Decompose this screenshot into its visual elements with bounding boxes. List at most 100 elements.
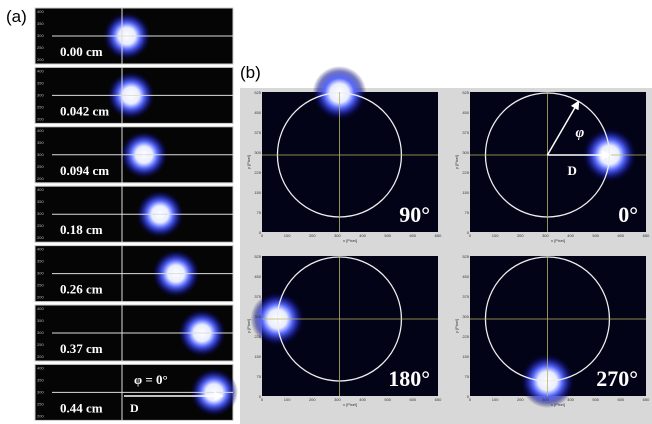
x-tick-label: 200 bbox=[517, 233, 524, 238]
x-tick-label: 100 bbox=[492, 397, 499, 402]
frame-y-tick: 400 bbox=[37, 9, 44, 14]
frame-label: 0.44 cm bbox=[60, 400, 103, 415]
y-tick-label: 300 bbox=[254, 150, 261, 155]
y-tick-label: 525 bbox=[254, 254, 261, 259]
frame-y-tick: 200 bbox=[37, 116, 44, 121]
frame-y-tick: 400 bbox=[37, 306, 44, 311]
frame-y-tick: 250 bbox=[37, 223, 44, 228]
x-tick-label: 400 bbox=[359, 233, 366, 238]
x-tick-label: 600 bbox=[410, 233, 417, 238]
angle-label: 270° bbox=[596, 366, 638, 391]
y-tick-label: 225 bbox=[462, 170, 469, 175]
frame-y-tick: 300 bbox=[37, 92, 44, 97]
angle-label: 180° bbox=[388, 366, 430, 391]
frame-y-tick: 400 bbox=[37, 68, 44, 73]
y-tick-label: 75 bbox=[465, 210, 470, 215]
y-tick-label: 75 bbox=[257, 210, 262, 215]
frame-y-tick: 200 bbox=[37, 176, 44, 181]
frame-y-tick: 350 bbox=[37, 21, 44, 26]
frame-y-tick: 350 bbox=[37, 259, 44, 264]
y-tick-label: 150 bbox=[254, 190, 261, 195]
y-axis-label: y [Pixel] bbox=[454, 155, 459, 169]
frame-y-tick: 200 bbox=[37, 57, 44, 62]
x-tick-label: 200 bbox=[309, 397, 316, 402]
y-tick-label: 300 bbox=[462, 150, 469, 155]
frame-y-tick: 200 bbox=[37, 413, 44, 418]
frame-y-tick: 300 bbox=[37, 152, 44, 157]
x-tick-label: 600 bbox=[410, 397, 417, 402]
frame-y-tick: 200 bbox=[37, 235, 44, 240]
frame-label: 0.37 cm bbox=[60, 341, 103, 356]
frame-y-tick: 350 bbox=[37, 377, 44, 382]
frame-y-tick: 400 bbox=[37, 187, 44, 192]
frame-y-tick: 250 bbox=[37, 283, 44, 288]
frame-y-tick: 250 bbox=[37, 45, 44, 50]
y-tick-label: 225 bbox=[254, 334, 261, 339]
angle-label: 90° bbox=[399, 202, 430, 227]
frame-y-tick: 350 bbox=[37, 318, 44, 323]
x-tick-label: 200 bbox=[517, 397, 524, 402]
frame-y-tick: 300 bbox=[37, 389, 44, 394]
x-axis-label: x [Pixel] bbox=[343, 402, 357, 407]
frame-y-tick: 250 bbox=[37, 342, 44, 347]
y-tick-label: 75 bbox=[257, 374, 262, 379]
d-annotation: D bbox=[567, 163, 576, 178]
y-tick-label: 300 bbox=[462, 314, 469, 319]
frame-label: 0.26 cm bbox=[60, 282, 103, 297]
panel-a-label: (a) bbox=[6, 7, 27, 26]
x-tick-label: 650 bbox=[643, 397, 650, 402]
frame-label: 0.00 cm bbox=[60, 44, 103, 59]
x-tick-label: 600 bbox=[618, 233, 625, 238]
y-tick-label: 450 bbox=[462, 274, 469, 279]
y-tick-label: 525 bbox=[462, 90, 469, 95]
y-tick-label: 150 bbox=[254, 354, 261, 359]
y-tick-label: 375 bbox=[462, 130, 469, 135]
figure: (a) (b) 400 350 300 250 200 0.00 cm 400 350 300 2… bbox=[0, 0, 652, 424]
y-tick-label: 525 bbox=[462, 254, 469, 259]
phi-annotation: φ = 0° bbox=[134, 372, 168, 387]
x-tick-label: 400 bbox=[359, 397, 366, 402]
frame-y-tick: 300 bbox=[37, 330, 44, 335]
x-tick-label: 500 bbox=[384, 397, 391, 402]
x-tick-label: 400 bbox=[567, 233, 574, 238]
y-tick-label: 375 bbox=[254, 130, 261, 135]
x-tick-label: 300 bbox=[334, 397, 341, 402]
y-tick-label: 450 bbox=[462, 110, 469, 115]
frame-label: 0.042 cm bbox=[60, 103, 109, 118]
x-tick-label: 650 bbox=[643, 233, 650, 238]
x-tick-label: 650 bbox=[435, 397, 442, 402]
x-tick-label: 650 bbox=[435, 233, 442, 238]
y-tick-label: 450 bbox=[254, 110, 261, 115]
x-axis-label: x [Pixel] bbox=[343, 238, 357, 243]
frame-y-tick: 250 bbox=[37, 104, 44, 109]
phi-annotation: φ bbox=[575, 125, 584, 141]
y-axis-label: y [Pixel] bbox=[246, 319, 251, 333]
frame-y-tick: 350 bbox=[37, 80, 44, 85]
frame-y-tick: 250 bbox=[37, 164, 44, 169]
y-tick-label: 150 bbox=[462, 354, 469, 359]
y-tick-label: 300 bbox=[254, 314, 261, 319]
panel-b-label: (b) bbox=[240, 63, 261, 82]
frame-y-tick: 350 bbox=[37, 199, 44, 204]
frame-y-tick: 350 bbox=[37, 140, 44, 145]
x-tick-label: 100 bbox=[492, 233, 499, 238]
y-tick-label: 225 bbox=[254, 170, 261, 175]
frame-y-tick: 400 bbox=[37, 365, 44, 370]
y-axis-label: y [Pixel] bbox=[246, 155, 251, 169]
frame-y-tick: 250 bbox=[37, 401, 44, 406]
frame-label: 0.094 cm bbox=[60, 163, 109, 178]
angle-label: 0° bbox=[618, 202, 638, 227]
y-tick-label: 450 bbox=[254, 274, 261, 279]
frame-y-tick: 400 bbox=[37, 128, 44, 133]
frame-y-tick: 300 bbox=[37, 33, 44, 38]
x-axis-label: x [Pixel] bbox=[551, 238, 565, 243]
y-tick-label: 375 bbox=[254, 294, 261, 299]
x-tick-label: 100 bbox=[284, 397, 291, 402]
y-tick-label: 150 bbox=[462, 190, 469, 195]
y-tick-label: 225 bbox=[462, 334, 469, 339]
frame-y-tick: 400 bbox=[37, 247, 44, 252]
frame-y-tick: 300 bbox=[37, 211, 44, 216]
x-tick-label: 200 bbox=[309, 233, 316, 238]
d-annotation: D bbox=[130, 401, 139, 415]
y-tick-label: 525 bbox=[254, 90, 261, 95]
